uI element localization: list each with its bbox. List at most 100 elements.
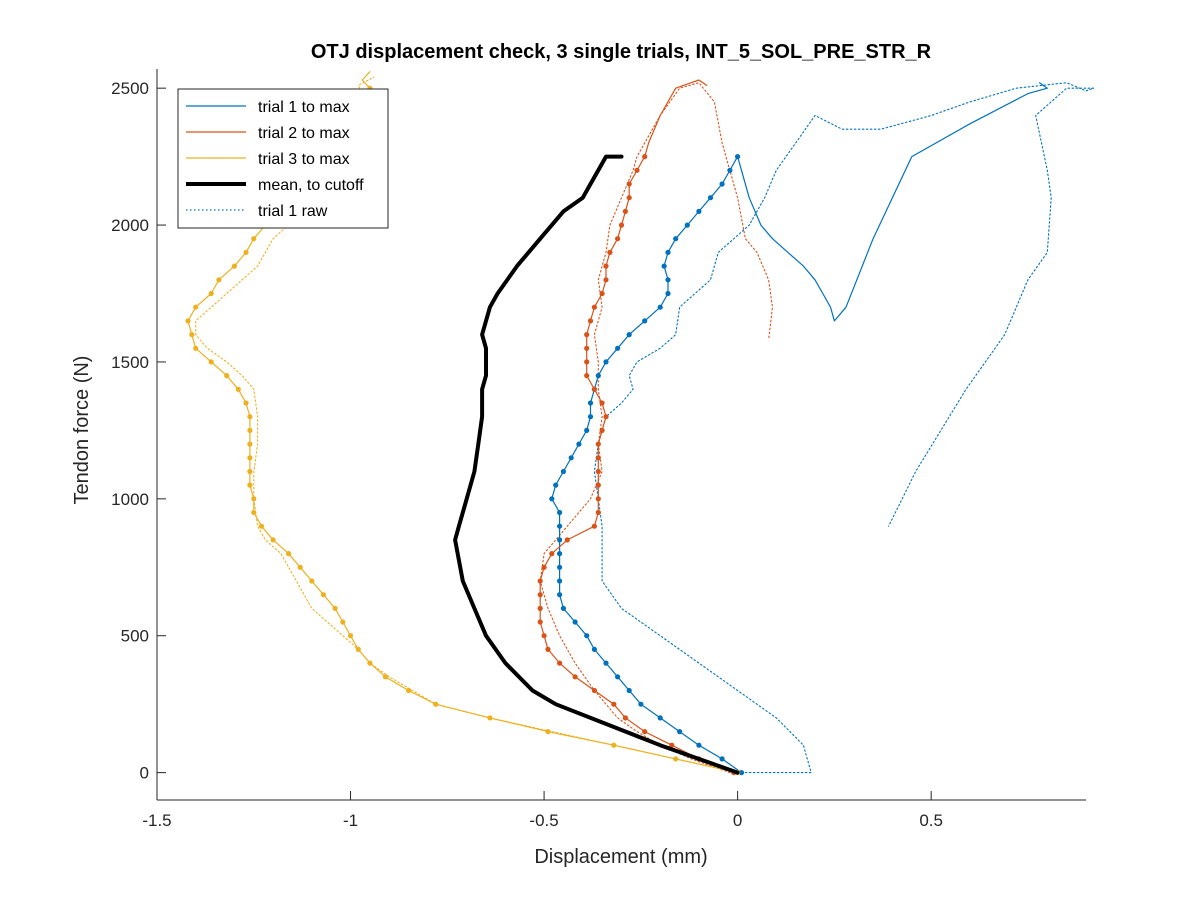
data-point-trial-1-to-max (553, 482, 559, 488)
x-tick-label: -1 (343, 811, 358, 830)
series-line-trial-2-raw (539, 82, 774, 774)
data-point-trial-2-to-max (587, 318, 594, 324)
data-point-trial-1-to-max (661, 263, 667, 269)
x-tick-label: -0.5 (529, 811, 558, 830)
data-point-trial-1-to-max (603, 359, 609, 365)
y-tick-label: 2500 (111, 79, 149, 98)
data-point-trial-2-to-max (591, 386, 598, 392)
data-point-trial-1-to-max (719, 181, 725, 187)
data-point-trial-3-to-max (251, 236, 257, 242)
data-point-trial-1-to-max (557, 509, 563, 516)
data-point-trial-3-to-max (247, 414, 253, 420)
data-point-trial-2-to-max (626, 181, 632, 187)
data-point-trial-1-to-max (603, 660, 609, 666)
y-tick-label: 1000 (111, 490, 149, 509)
y-axis-label: Tendon force (N) (71, 356, 93, 505)
data-point-trial-1-to-max (576, 441, 582, 447)
data-point-trial-3-to-max (193, 304, 199, 310)
data-point-trial-1-to-max (626, 687, 632, 694)
data-point-trial-2-to-max (603, 414, 609, 420)
data-point-trial-1-to-max (657, 715, 663, 721)
series-line-trial-1-to-max (551, 82, 1048, 774)
legend-label: trial 2 to max (258, 125, 350, 142)
x-tick-label: -1.5 (142, 811, 171, 830)
x-tick-label: 0 (733, 811, 742, 830)
data-point-trial-3-to-max (251, 509, 257, 516)
data-point-trial-2-to-max (557, 660, 563, 666)
data-point-trial-1-to-max (657, 304, 663, 310)
data-point-trial-2-to-max (537, 578, 543, 584)
data-point-trial-1-to-max (719, 756, 725, 762)
legend-label: trial 1 raw (258, 203, 328, 220)
data-point-trial-1-to-max (591, 646, 598, 653)
data-point-trial-2-to-max (669, 742, 675, 748)
data-point-trial-3-to-max (309, 578, 315, 584)
data-point-trial-1-to-max (587, 414, 594, 420)
data-point-trial-1-to-max (549, 496, 555, 502)
data-point-trial-3-to-max (193, 345, 199, 351)
data-point-trial-3-to-max (433, 701, 439, 707)
data-point-trial-1-to-max (677, 729, 683, 735)
data-point-trial-2-to-max (541, 633, 547, 639)
series-layer (185, 71, 1095, 776)
data-point-trial-1-to-max (615, 674, 621, 680)
data-point-trial-3-to-max (243, 249, 249, 255)
data-point-trial-3-to-max (347, 633, 354, 639)
series-line-trial-2-to-max (539, 79, 735, 774)
series-line-trial-3-to-max (187, 71, 739, 774)
data-point-trial-2-to-max (545, 646, 551, 653)
data-point-trial-2-to-max (595, 509, 601, 516)
data-point-trial-3-to-max (406, 687, 412, 694)
data-point-trial-1-to-max (696, 742, 702, 748)
data-point-trial-2-to-max (634, 167, 640, 173)
data-point-trial-1-to-max (584, 427, 590, 433)
data-point-trial-3-to-max (247, 427, 253, 433)
data-point-trial-2-to-max (549, 551, 555, 557)
data-point-trial-1-to-max (665, 277, 671, 283)
data-point-trial-3-to-max (367, 660, 373, 666)
data-point-trial-2-to-max (584, 345, 590, 351)
data-point-trial-2-to-max (595, 455, 601, 461)
data-point-trial-1-to-max (557, 564, 563, 570)
data-point-trial-1-to-max (587, 400, 594, 406)
data-point-trial-3-to-max (231, 263, 237, 269)
data-point-trial-3-to-max (355, 646, 361, 653)
data-point-trial-3-to-max (235, 386, 241, 392)
data-point-trial-1-to-max (665, 290, 671, 297)
x-axis-label: Displacement (mm) (534, 846, 707, 868)
data-point-trial-3-to-max (545, 729, 551, 735)
y-tick-label: 2000 (111, 216, 149, 235)
y-tick-label: 500 (121, 627, 149, 646)
data-point-trial-2-to-max (599, 400, 605, 406)
data-point-trial-3-to-max (247, 441, 253, 447)
data-point-trial-1-to-max (707, 195, 714, 201)
data-point-trial-2-to-max (541, 564, 547, 570)
data-point-trial-3-to-max (247, 482, 253, 488)
data-point-trial-3-to-max (297, 564, 303, 570)
chart-title: OTJ displacement check, 3 single trials,… (311, 41, 932, 63)
data-point-trial-1-to-max (684, 222, 690, 228)
data-point-trial-1-to-max (696, 208, 702, 214)
data-point-trial-1-to-max (735, 154, 741, 160)
legend-label: trial 3 to max (258, 151, 350, 168)
data-point-trial-2-to-max (595, 441, 601, 447)
data-point-trial-1-to-max (557, 578, 563, 584)
data-point-trial-1-to-max (595, 373, 601, 379)
data-point-trial-3-to-max (185, 318, 191, 324)
data-point-trial-2-to-max (622, 208, 629, 214)
data-point-trial-3-to-max (247, 468, 253, 475)
data-point-trial-1-to-max (642, 318, 648, 324)
data-point-trial-1-to-max (665, 249, 671, 255)
data-point-trial-1-to-max (557, 592, 563, 598)
data-point-trial-2-to-max (537, 605, 543, 612)
legend: trial 1 to max trial 2 to max trial 3 to m… (177, 88, 389, 229)
data-point-trial-1-to-max (638, 701, 644, 707)
data-point-trial-2-to-max (572, 674, 578, 680)
y-tick-label: 0 (140, 764, 149, 783)
data-point-trial-2-to-max (615, 236, 621, 242)
data-point-trial-3-to-max (340, 619, 346, 625)
data-point-trial-2-to-max (584, 359, 590, 365)
data-point-trial-3-to-max (270, 537, 276, 543)
data-point-trial-2-to-max (584, 373, 590, 379)
data-point-trial-2-to-max (599, 290, 605, 297)
